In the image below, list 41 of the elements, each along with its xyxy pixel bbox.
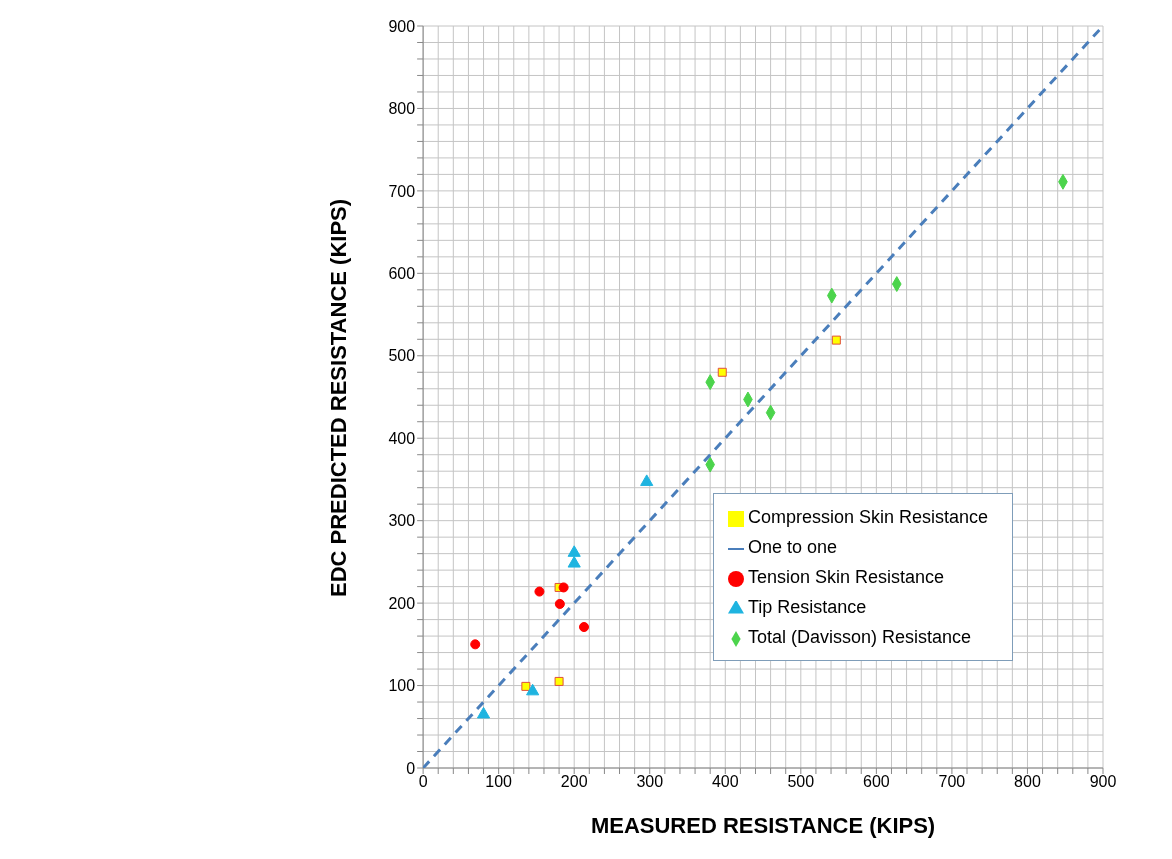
y-tick-label: 0 [406, 759, 416, 777]
point [831, 335, 841, 345]
y-tick-label: 300 [388, 512, 416, 530]
x-tick-label: 900 [1089, 773, 1117, 791]
point [579, 622, 590, 633]
x-tick-label: 600 [863, 773, 890, 791]
point [567, 556, 581, 568]
x-tick-label: 300 [636, 773, 664, 791]
x-tick-label: 200 [560, 773, 588, 791]
point [534, 586, 545, 597]
point [640, 474, 654, 486]
point [476, 706, 491, 719]
x-tick-label: 700 [938, 773, 966, 791]
point [554, 676, 564, 686]
y-tick-label: 800 [388, 100, 416, 118]
legend-label: Compression Skin Resistance [748, 507, 989, 527]
x-tick-label: 800 [1014, 773, 1041, 791]
point [554, 598, 565, 609]
x-tick-label: 100 [485, 773, 513, 791]
legend-label: Tip Resistance [748, 597, 867, 617]
y-tick-label: 600 [388, 265, 416, 283]
point [470, 639, 481, 650]
legend-label: Tension Skin Resistance [748, 567, 945, 587]
x-tick-label: 500 [787, 773, 815, 791]
x-tick-label: 0 [418, 773, 428, 791]
point [526, 683, 540, 696]
y-tick-label: 700 [388, 182, 416, 200]
x-tick-label: 400 [711, 773, 739, 791]
y-tick-label: 500 [388, 347, 416, 365]
point [567, 545, 581, 557]
point [521, 681, 531, 691]
legend-label: One to one [748, 537, 838, 557]
point [717, 367, 727, 377]
x-axis-title: MEASURED RESISTANCE (KIPS) [590, 813, 936, 838]
legend-label: Total (Davisson) Resistance [748, 627, 972, 647]
y-tick-label: 400 [388, 429, 416, 447]
y-tick-label: 200 [388, 594, 416, 612]
y-tick-label: 100 [388, 677, 416, 695]
y-tick-label: 900 [388, 17, 416, 35]
y-axis-title: EDC PREDICTED RESISTANCE (KIPS) [325, 198, 351, 597]
point [558, 582, 569, 593]
